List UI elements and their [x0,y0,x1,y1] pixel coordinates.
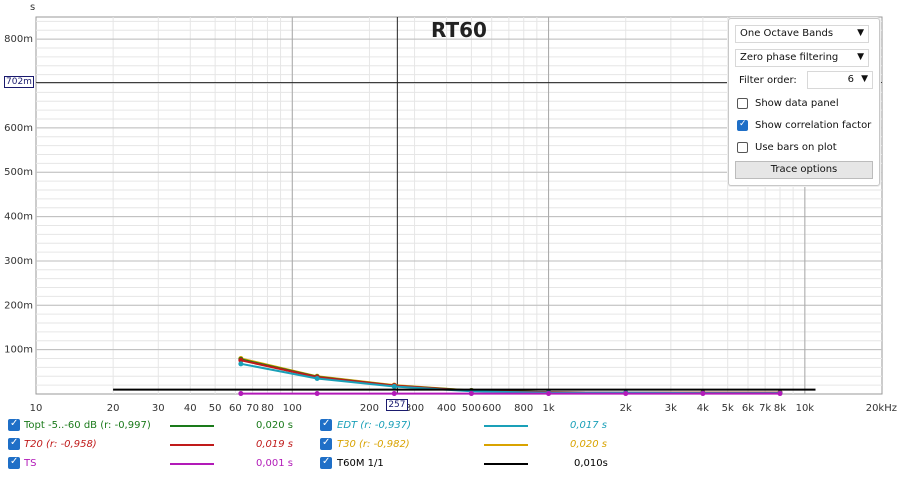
data-point-4 [238,391,244,397]
legend-name-ts: TS [24,458,37,469]
series-group [113,356,816,397]
x-tick-label: 50 [209,403,222,412]
y-tick-label: 300m [4,256,33,267]
y-tick-label: 200m [4,300,33,311]
data-point-4 [546,391,552,397]
y-tick-label: 500m [4,167,33,178]
cursor-y-readout: 702m [4,75,34,88]
data-point-4 [391,391,397,397]
data-point-4 [468,391,474,397]
legend-name-topt: Topt -5..-60 dB (r: -0,997) [24,420,151,431]
y-tick-label: 400m [4,212,33,223]
x-tick-label: 40 [184,403,197,412]
y-tick-labels: 100m 200m 300m 400m 500m 600m 800m [4,34,33,355]
x-tick-label: 70 [246,403,259,412]
chevron-down-icon: ▼ [857,52,864,62]
y-tick-label: 800m [4,34,33,45]
data-point-3 [391,383,397,389]
legend-checkbox-topt[interactable] [8,418,20,431]
x-tick-label: 7k [759,403,771,412]
data-point-4 [314,391,320,397]
legend-value-t30: 0,020 s [570,439,608,450]
legend-swatch-topt [170,425,214,427]
filter-order-value: 6 [847,74,854,85]
legend-name-t30: T30 (r: -0,982) [337,439,410,450]
x-tick-label: 3k [665,403,677,412]
legend-name-edt: EDT (r: -0,937) [337,420,412,431]
filter-order-label: Filter order: [739,75,797,86]
legend-checkbox-t30[interactable] [320,437,332,450]
show-correlation-checkbox[interactable] [737,119,748,131]
x-tick-label: 6k [742,403,754,412]
legend-value-t60m: 0,010s [574,458,608,469]
x-tick-label: 400 [437,403,456,412]
y-tick-label: 600m [4,123,33,134]
grid [36,17,882,394]
x-tick-label: 1k [542,403,554,412]
legend-swatch-t30 [484,444,528,446]
legend-value-topt: 0,020 s [256,420,294,431]
filter-select-value: Zero phase filtering [740,52,839,63]
show-data-panel-label: Show data panel [755,98,839,109]
data-point-3 [238,361,244,367]
y-unit-label: s [30,2,35,13]
x-tick-label: 2k [620,403,632,412]
show-data-panel-checkbox[interactable] [737,98,748,109]
x-tick-label: 800 [514,403,533,412]
x-tick-labels: 10 20 30 40 50 60 70 80 100 200 300 400 500 600 800 1k 2… [30,403,897,412]
data-point-2 [238,357,244,363]
data-point-4 [700,391,706,397]
legend: Topt -5..-60 dB (r: -0,997) 0,020 s EDT … [0,412,900,472]
x-tick-label: 10k [796,403,815,412]
legend-checkbox-t60m[interactable] [320,456,332,469]
x-tick-label: 20kHz [866,403,897,412]
x-tick-label: 80 [261,403,274,412]
legend-value-t20: 0,019 s [256,439,294,450]
data-point-4 [777,391,783,397]
legend-swatch-t60m [484,463,528,465]
cursor-x-readout: 257 [386,399,408,411]
y-tick-label: 100m [4,345,33,356]
x-tick-label: 4k [697,403,709,412]
legend-value-edt: 0,017 s [570,420,608,431]
legend-swatch-t20 [170,444,214,446]
legend-checkbox-ts[interactable] [8,456,20,469]
x-tick-label: 30 [152,403,165,412]
legend-checkbox-edt[interactable] [320,418,332,431]
x-tick-label: 500 [462,403,481,412]
show-correlation-label: Show correlation factor [755,120,872,131]
x-tick-label: 300 [405,403,424,412]
legend-name-t60m: T60M 1/1 [337,458,384,469]
data-point-3 [314,375,320,381]
x-tick-label: 20 [107,403,120,412]
trace-options-button[interactable]: Trace options [735,161,873,179]
legend-value-ts: 0,001 s [256,458,294,469]
data-point-4 [623,391,629,397]
band-select-value: One Octave Bands [740,28,834,39]
legend-swatch-ts [170,463,214,465]
legend-swatch-edt [484,425,528,427]
filter-order-select[interactable]: 6 ▼ [807,71,873,89]
use-bars-label: Use bars on plot [755,142,837,153]
x-tick-label: 8k [774,403,786,412]
x-tick-label: 600 [482,403,501,412]
chevron-down-icon: ▼ [861,74,868,84]
x-tick-label: 60 [229,403,242,412]
x-tick-label: 5k [722,403,734,412]
legend-name-t20: T20 (r: -0,958) [24,439,97,450]
legend-checkbox-t20[interactable] [8,437,20,450]
x-tick-label: 200 [360,403,379,412]
x-tick-label: 10 [30,403,43,412]
band-select[interactable]: One Octave Bands ▼ [735,25,869,43]
chart-title: RT60 [431,18,487,42]
chevron-down-icon: ▼ [857,28,864,38]
use-bars-checkbox[interactable] [737,142,748,153]
x-tick-label: 100 [283,403,302,412]
filter-select[interactable]: Zero phase filtering ▼ [735,49,869,67]
options-panel: One Octave Bands ▼ Zero phase filtering … [728,18,880,186]
